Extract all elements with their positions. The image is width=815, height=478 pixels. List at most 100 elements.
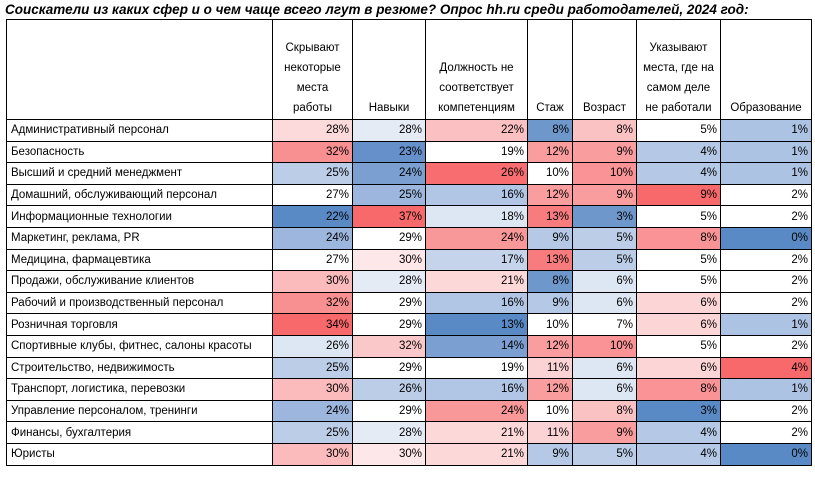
- table-row: Рабочий и производственный персонал 32% 29…: [6, 291, 812, 315]
- value-cell: 4%: [636, 162, 721, 185]
- value-cell: 9%: [636, 183, 721, 207]
- value-cell: 13%: [527, 205, 573, 228]
- value-cell: 24%: [352, 162, 426, 185]
- value-cell: 27%: [272, 183, 353, 207]
- value-cell: 26%: [425, 162, 528, 185]
- value-cell: 16%: [425, 183, 528, 207]
- value-cell: 9%: [527, 226, 573, 250]
- value-cell: 24%: [272, 399, 353, 423]
- value-cell: 12%: [527, 334, 573, 358]
- value-cell: 5%: [572, 226, 637, 250]
- value-cell: 0%: [720, 226, 812, 250]
- value-cell: 5%: [636, 270, 721, 293]
- table-row: Юристы 30% 30% 21% 9% 5% 4% 0%: [6, 442, 812, 466]
- value-cell: 25%: [352, 183, 426, 207]
- value-cell: 2%: [720, 291, 812, 315]
- row-category: Управление персоналом, тренинги: [6, 399, 273, 423]
- value-cell: 2%: [720, 421, 812, 444]
- value-cell: 9%: [572, 421, 637, 444]
- value-cell: 28%: [272, 119, 353, 142]
- row-category: Медицина, фармацевтика: [6, 248, 273, 272]
- value-cell: 21%: [425, 442, 528, 466]
- value-cell: 24%: [425, 226, 528, 250]
- value-cell: 23%: [352, 140, 426, 164]
- value-cell: 24%: [425, 399, 528, 423]
- value-cell: 29%: [352, 226, 426, 250]
- value-cell: 6%: [636, 313, 721, 336]
- value-cell: 24%: [272, 226, 353, 250]
- value-cell: 6%: [572, 270, 637, 293]
- table-row: Финансы, бухгалтерия 25% 28% 21% 11% 9% 4% 2%: [6, 421, 812, 444]
- value-cell: 16%: [425, 378, 528, 401]
- value-cell: 5%: [636, 119, 721, 142]
- header-hide-jobs: Скрывают некоторые места работы: [272, 19, 353, 120]
- value-cell: 29%: [352, 291, 426, 315]
- value-cell: 8%: [572, 119, 637, 142]
- value-cell: 25%: [272, 421, 353, 444]
- value-cell: 8%: [527, 119, 573, 142]
- value-cell: 1%: [720, 119, 812, 142]
- value-cell: 12%: [527, 183, 573, 207]
- table-row: Безопасность 32% 23% 19% 12% 9% 4% 1%: [6, 140, 812, 164]
- value-cell: 8%: [527, 270, 573, 293]
- value-cell: 3%: [636, 399, 721, 423]
- value-cell: 9%: [572, 140, 637, 164]
- value-cell: 34%: [272, 313, 353, 336]
- value-cell: 1%: [720, 313, 812, 336]
- value-cell: 5%: [636, 334, 721, 358]
- value-cell: 5%: [636, 205, 721, 228]
- table-row: Медицина, фармацевтика 27% 30% 17% 13% 5% 5% 2%: [6, 248, 812, 272]
- value-cell: 29%: [352, 313, 426, 336]
- value-cell: 10%: [572, 334, 637, 358]
- value-cell: 8%: [636, 226, 721, 250]
- value-cell: 4%: [720, 356, 812, 380]
- value-cell: 2%: [720, 183, 812, 207]
- row-category: Рабочий и производственный персонал: [6, 291, 273, 315]
- value-cell: 30%: [272, 442, 353, 466]
- value-cell: 8%: [636, 378, 721, 401]
- table-row: Административный персонал 28% 28% 22% 8% 8% 5%…: [6, 119, 812, 142]
- value-cell: 2%: [720, 334, 812, 358]
- value-cell: 32%: [352, 334, 426, 358]
- table-row: Домашний, обслуживающий персонал 27% 25% 16…: [6, 183, 812, 207]
- header-fake-jobs: Указывают места, где на самом деле не ра…: [636, 19, 721, 120]
- value-cell: 25%: [272, 356, 353, 380]
- value-cell: 7%: [572, 313, 637, 336]
- value-cell: 25%: [272, 162, 353, 185]
- value-cell: 6%: [636, 356, 721, 380]
- value-cell: 28%: [352, 270, 426, 293]
- value-cell: 5%: [572, 442, 637, 466]
- value-cell: 6%: [572, 291, 637, 315]
- value-cell: 5%: [572, 248, 637, 272]
- value-cell: 21%: [425, 270, 528, 293]
- value-cell: 2%: [720, 248, 812, 272]
- value-cell: 10%: [527, 399, 573, 423]
- value-cell: 30%: [272, 378, 353, 401]
- value-cell: 22%: [425, 119, 528, 142]
- row-category: Безопасность: [6, 140, 273, 164]
- value-cell: 9%: [527, 442, 573, 466]
- value-cell: 10%: [527, 162, 573, 185]
- row-category: Юристы: [6, 442, 273, 466]
- value-cell: 30%: [272, 270, 353, 293]
- row-category: Домашний, обслуживающий персонал: [6, 183, 273, 207]
- row-category: Розничная торговля: [6, 313, 273, 336]
- value-cell: 6%: [572, 378, 637, 401]
- header-category: [6, 19, 273, 120]
- row-category: Маркетинг, реклама, PR: [6, 226, 273, 250]
- value-cell: 2%: [720, 270, 812, 293]
- page-title: Соискатели из каких сфер и о чем чаще вс…: [5, 2, 749, 17]
- value-cell: 1%: [720, 140, 812, 164]
- row-category: Высший и средний менеджмент: [6, 162, 273, 185]
- value-cell: 19%: [425, 140, 528, 164]
- value-cell: 4%: [636, 421, 721, 444]
- value-cell: 13%: [425, 313, 528, 336]
- table-row: Информационные технологии 22% 37% 18% 13% 3% 5…: [6, 205, 812, 228]
- header-skills: Навыки: [352, 19, 426, 120]
- table-header: Скрывают некоторые места работы Навыки Д…: [6, 19, 812, 120]
- row-category: Строительство, недвижимость: [6, 356, 273, 380]
- value-cell: 4%: [636, 442, 721, 466]
- value-cell: 27%: [272, 248, 353, 272]
- table-row: Розничная торговля 34% 29% 13% 10% 7% 6% 1%: [6, 313, 812, 336]
- value-cell: 5%: [636, 248, 721, 272]
